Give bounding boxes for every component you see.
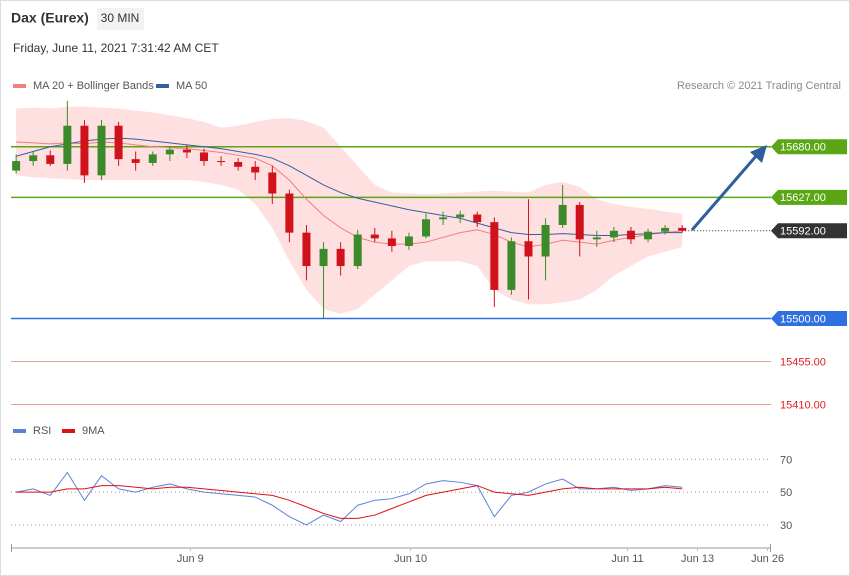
legend-label: RSI — [33, 425, 51, 437]
level-label: 15592.00 — [780, 226, 826, 238]
candle-body — [353, 234, 362, 267]
candle-body — [507, 241, 516, 290]
legend-swatch — [13, 84, 26, 88]
level-label: 15455.00 — [780, 356, 826, 368]
candle-body — [592, 237, 601, 240]
copyright: Research © 2021 Trading Central — [677, 80, 841, 92]
candle-body — [114, 125, 123, 160]
subtitle: Friday, June 11, 2021 7:31:42 AM CET — [13, 41, 219, 55]
ma-line — [15, 137, 683, 236]
x-axis: Jun 9 Jun 10 Jun 11 Jun 13 Jun 26 — [11, 544, 784, 565]
candle-body — [387, 238, 396, 246]
rsi-line — [16, 471, 683, 526]
legend-label: MA 20 + Bollinger Bands — [33, 80, 154, 92]
candle-body — [234, 162, 243, 167]
level-label: 15680.00 — [780, 142, 826, 154]
candle-body — [148, 154, 157, 163]
candle-body — [199, 152, 208, 162]
bollinger-band — [16, 106, 683, 314]
candle-body — [29, 155, 38, 162]
level-tag — [771, 189, 847, 205]
candle-body — [12, 161, 21, 171]
candle-body — [80, 125, 89, 176]
timeframe-box[interactable] — [97, 8, 144, 30]
candle-body — [456, 214, 465, 218]
projection-arrow — [690, 154, 759, 231]
candle-body — [473, 214, 482, 223]
candle-body — [336, 248, 345, 267]
level-tag — [771, 223, 847, 239]
candle-body — [644, 231, 653, 240]
lines-layer — [15, 137, 683, 248]
candle-body — [490, 222, 499, 290]
legend-label: MA 50 — [176, 80, 207, 92]
candle-body — [46, 155, 55, 164]
candle-body — [182, 149, 191, 153]
candle-body — [678, 227, 687, 231]
candle-body — [131, 159, 140, 163]
x-tick-label: Jun 11 — [611, 553, 643, 565]
candle-body — [319, 248, 328, 267]
y-tick-label: 30 — [780, 520, 792, 532]
arrow-head — [750, 145, 767, 163]
candle-body — [575, 204, 584, 240]
candle-body — [524, 241, 533, 257]
legend-swatch — [62, 429, 75, 433]
candle-body — [661, 227, 670, 232]
candle-body — [302, 232, 311, 267]
candle-body — [63, 125, 72, 164]
candle-body — [165, 149, 174, 155]
x-tick-label: Jun 10 — [394, 553, 427, 565]
candle-body — [97, 125, 106, 176]
rsi-layer: 70 50 30 — [11, 454, 792, 532]
x-tick-label: Jun 9 — [177, 553, 204, 565]
candle-body — [439, 217, 448, 220]
candle-body — [251, 166, 260, 173]
ma-line — [16, 141, 683, 248]
level-tag — [771, 139, 847, 155]
rsi-line — [16, 485, 683, 519]
candle-body — [285, 193, 294, 233]
legend-swatch — [13, 429, 26, 433]
legend-swatch — [156, 84, 169, 88]
legend-label: 9MA — [82, 425, 105, 437]
candle-body — [370, 234, 379, 239]
candle-body — [541, 225, 550, 257]
level-tag — [771, 311, 847, 327]
level-label: 15627.00 — [780, 192, 826, 204]
level-label: 15410.00 — [780, 399, 826, 411]
candle-body — [558, 204, 567, 225]
levels-layer: 15680.00 15627.00 15592.00 15500.00 15455.00… — [11, 139, 847, 411]
x-tick-label: Jun 26 — [751, 553, 784, 565]
y-tick-label: 70 — [780, 454, 792, 466]
timeframe[interactable]: 30 MIN — [101, 11, 140, 25]
candle-body — [609, 230, 618, 238]
y-tick-label: 50 — [780, 487, 792, 499]
candle-body — [217, 161, 226, 163]
candle-body — [404, 236, 413, 246]
level-label: 15500.00 — [780, 313, 826, 325]
candle-body — [422, 219, 431, 237]
candles-layer — [12, 100, 687, 319]
candle-body — [626, 230, 635, 240]
x-tick-label: Jun 13 — [681, 553, 714, 565]
chart-title: Dax (Eurex) — [11, 10, 89, 26]
candle-body — [268, 172, 277, 194]
bands-layer — [16, 106, 683, 314]
